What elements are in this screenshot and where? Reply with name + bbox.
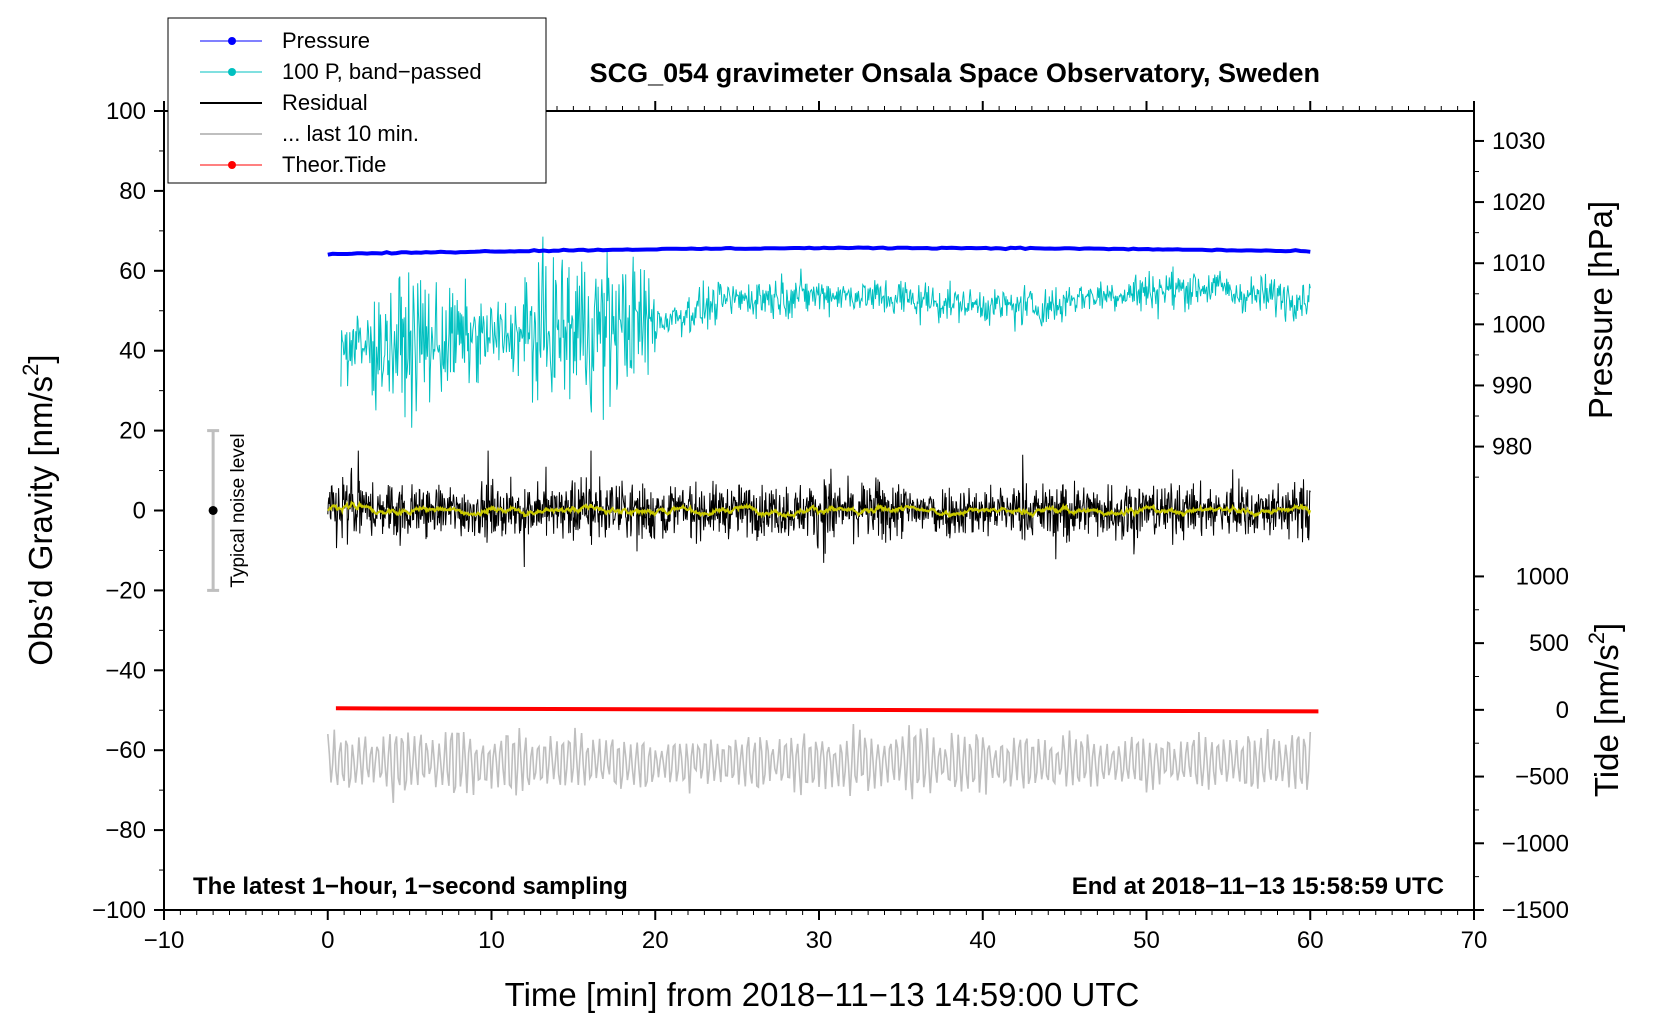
y-axis-title-tide: Tide [nm/s2] [1584, 623, 1625, 797]
y-axis-title-tide-main: Tide [nm/s [1588, 644, 1625, 797]
series-residual-smoothed [327, 500, 1312, 519]
x-tick-label: 0 [321, 927, 334, 954]
annotation-sampling: The latest 1−hour, 1−second sampling [193, 873, 628, 900]
pressure-tick-label: 980 [1492, 434, 1532, 461]
pressure-tick-label: 1000 [1492, 311, 1545, 338]
y-tick-label: −40 [105, 657, 146, 684]
x-axis-title: Time [min] from 2018−11−13 14:59:00 UTC [505, 976, 1140, 1013]
legend-label: Residual [282, 90, 368, 115]
y-tick-label: −60 [105, 737, 146, 764]
y-tick-label: 40 [119, 338, 146, 365]
noise-bar-center-dot [208, 506, 218, 515]
x-tick-label: 30 [806, 927, 833, 954]
pressure-tick-label: 1030 [1492, 128, 1545, 155]
tide-tick-label: −500 [1515, 764, 1569, 791]
tide-tick-label: 1000 [1516, 563, 1569, 590]
y-tick-label: 60 [119, 258, 146, 285]
y-axis-title-gravity: Obs’d Gravity [nm/s2] [18, 354, 59, 665]
y-axis-title-tide-end: ] [1588, 623, 1625, 632]
legend-marker [228, 37, 236, 45]
legend-label: ... last 10 min. [282, 121, 419, 146]
x-axis: −10 0 10 20 30 40 50 60 70 [144, 101, 1488, 954]
x-tick-label: 70 [1461, 927, 1488, 954]
y-tick-label: 20 [119, 418, 146, 445]
legend-marker [228, 68, 236, 76]
y-tick-label: 0 [133, 498, 146, 525]
x-tick-label: 50 [1133, 927, 1160, 954]
noise-bar-label: Typical noise level [228, 433, 249, 587]
legend-box [167, 17, 547, 184]
legend-label: 100 P, band−passed [282, 59, 482, 84]
legend: Pressure 100 P, band−passed Residual ... la… [167, 17, 547, 184]
y-axis-title-tide-sup: 2 [1584, 632, 1609, 644]
pressure-tick-label: 1010 [1492, 250, 1545, 277]
y-axis-title-pressure: Pressure [hPa] [1582, 201, 1619, 419]
y-tick-label: −80 [105, 817, 146, 844]
y-axis-gravity: 100 80 60 40 20 0 −20 −40 −60 −80 −100 [92, 98, 164, 924]
x-tick-label: 20 [642, 927, 669, 954]
pressure-tick-label: 1020 [1492, 189, 1545, 216]
legend-label: Pressure [282, 28, 370, 53]
y-axis-title-gravity-sup: 2 [18, 364, 43, 376]
y-tick-label: 100 [106, 98, 146, 125]
y-tick-label: 80 [119, 178, 146, 205]
legend-label: Theor.Tide [282, 152, 386, 177]
series-last-10-min [327, 723, 1312, 803]
x-tick-label: 10 [478, 927, 505, 954]
series-layer [327, 236, 1319, 803]
legend-marker [228, 161, 236, 169]
x-tick-label: 60 [1297, 927, 1324, 954]
y-axis-title-gravity-main: Obs’d Gravity [nm/s [22, 376, 59, 666]
pressure-tick-label: 990 [1492, 372, 1532, 399]
tide-tick-label: 0 [1556, 697, 1569, 724]
tide-tick-label: 500 [1529, 630, 1569, 657]
series-residual [327, 450, 1311, 568]
y-axis-pressure: 1030 1020 1010 1000 990 980 [1474, 128, 1545, 461]
series-band-passed [340, 236, 1311, 428]
y-tick-label: −20 [105, 577, 146, 604]
y-tick-label: −100 [92, 897, 146, 924]
y-axis-tide: 1000 500 0 −500 −1000 −1500 [1474, 563, 1569, 924]
annotation-end-time: End at 2018−11−13 15:58:59 UTC [1072, 873, 1444, 900]
chart-title: SCG_054 gravimeter Onsala Space Observat… [590, 58, 1320, 88]
tide-tick-label: −1500 [1502, 897, 1569, 924]
series-pressure [327, 245, 1311, 257]
x-tick-label: −10 [144, 927, 185, 954]
y-axis-title-gravity-end: ] [22, 354, 59, 363]
noise-level-indicator: Typical noise level [207, 429, 249, 592]
x-tick-label: 40 [969, 927, 996, 954]
tide-tick-label: −1000 [1502, 830, 1569, 857]
series-theor-tide [335, 706, 1319, 714]
